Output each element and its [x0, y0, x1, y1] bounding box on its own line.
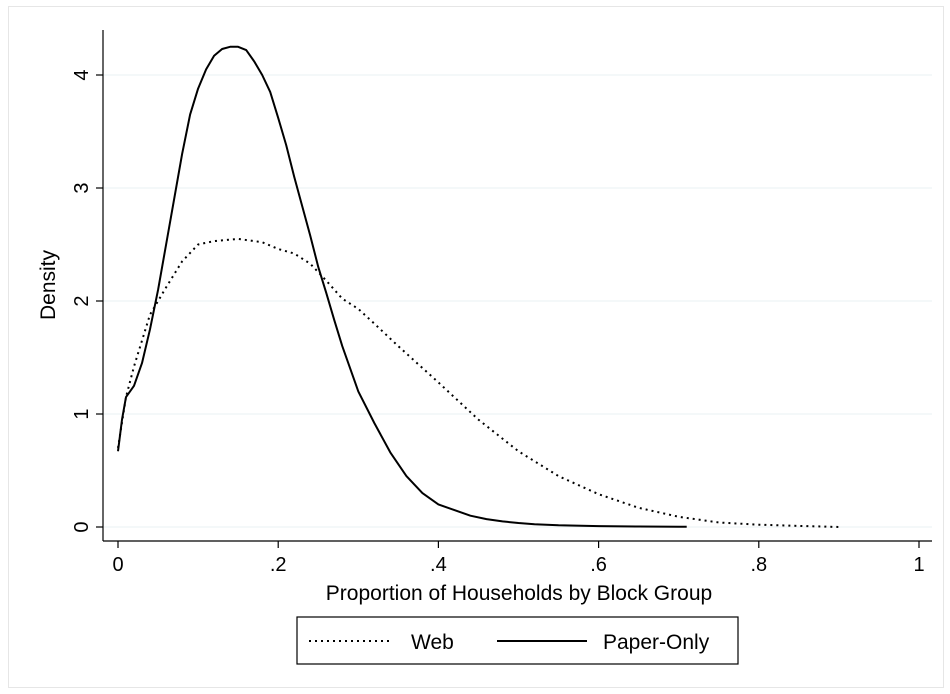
x-tick-label: 1 — [913, 554, 924, 576]
series-layer — [117, 45, 839, 528]
x-tick-label: .2 — [270, 554, 287, 576]
legend-label-paper-only: Paper-Only — [603, 631, 710, 654]
series-line-web — [117, 237, 839, 528]
legend: Web Paper-Only — [296, 616, 739, 665]
ticks: 0 .2 .4 .6 .8 1 0 1 2 3 4 — [71, 69, 925, 576]
x-tick-label: .6 — [590, 554, 607, 576]
axes — [102, 30, 932, 542]
legend-label-web: Web — [411, 631, 454, 654]
y-tick-label: 2 — [71, 295, 93, 306]
y-tick-label: 3 — [71, 182, 93, 193]
series-line-paper-only — [117, 45, 687, 528]
x-tick-label: .8 — [750, 554, 767, 576]
y-axis-title: Density — [37, 249, 60, 320]
y-tick-label: 1 — [71, 408, 93, 419]
y-tick-label: 0 — [71, 521, 93, 532]
plot-background — [103, 30, 932, 541]
y-tick-label: 4 — [71, 69, 93, 80]
plot-area: 0 .2 .4 .6 .8 1 0 1 2 3 4 — [71, 30, 932, 576]
x-tick-label: 0 — [112, 554, 123, 576]
x-axis-title: Proportion of Households by Block Group — [326, 582, 712, 605]
grid-lines — [103, 74, 932, 528]
x-tick-label: .4 — [430, 554, 447, 576]
